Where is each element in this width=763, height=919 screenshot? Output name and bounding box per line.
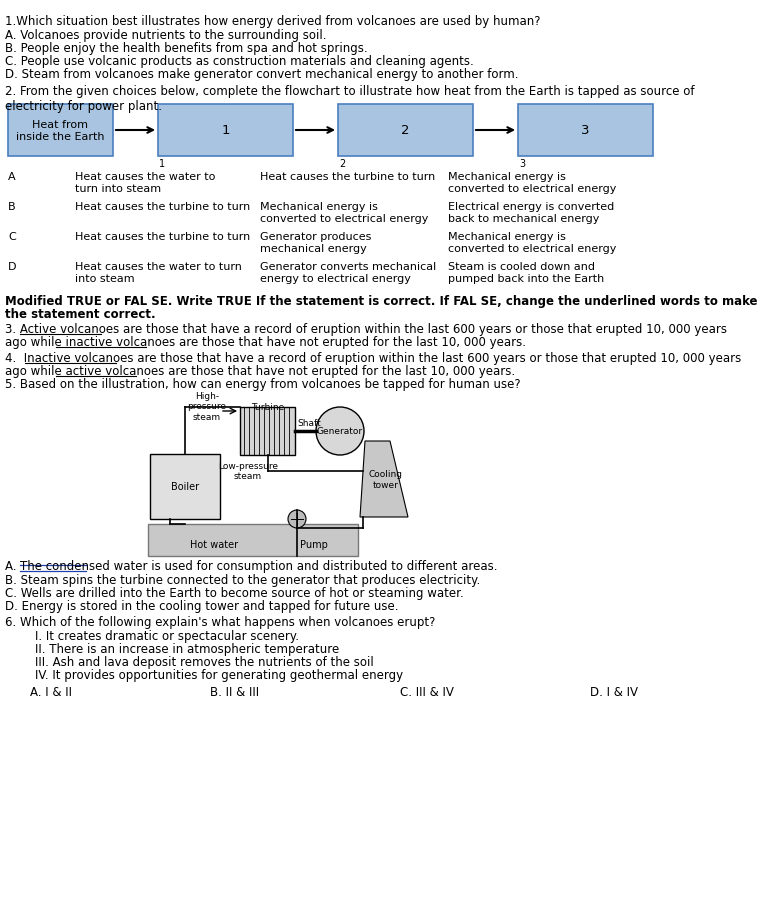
Text: Heat causes the water to
turn into steam: Heat causes the water to turn into steam	[75, 172, 215, 193]
Circle shape	[288, 510, 306, 528]
Text: Heat causes the turbine to turn: Heat causes the turbine to turn	[75, 202, 250, 211]
Text: D. Energy is stored in the cooling tower and tapped for future use.: D. Energy is stored in the cooling tower…	[5, 599, 398, 612]
Text: C. III & IV: C. III & IV	[400, 686, 454, 698]
Text: Generator converts mechanical
energy to electrical energy: Generator converts mechanical energy to …	[260, 262, 436, 283]
Text: High-
pressure
steam: High- pressure steam	[188, 391, 227, 421]
Text: A. I & II: A. I & II	[30, 686, 72, 698]
FancyBboxPatch shape	[150, 455, 220, 519]
Text: C: C	[8, 232, 16, 242]
Text: Hot water: Hot water	[190, 539, 238, 550]
Text: 3. Active volcanoes are those that have a record of eruption within the last 600: 3. Active volcanoes are those that have …	[5, 323, 727, 335]
Text: 2. From the given choices below, complete the flowchart to illustrate how heat f: 2. From the given choices below, complet…	[5, 85, 694, 113]
Text: Cooling
tower: Cooling tower	[369, 470, 403, 489]
Text: D. Steam from volcanoes make generator convert mechanical energy to another form: D. Steam from volcanoes make generator c…	[5, 68, 519, 81]
FancyBboxPatch shape	[240, 407, 295, 456]
Text: Heat causes the turbine to turn: Heat causes the turbine to turn	[260, 172, 435, 182]
Text: ago while inactive volcanoes are those that have not erupted for the last 10, 00: ago while inactive volcanoes are those t…	[5, 335, 526, 348]
Text: 1.Which situation best illustrates how energy derived from volcanoes are used by: 1.Which situation best illustrates how e…	[5, 15, 540, 28]
Text: Mechanical energy is
converted to electrical energy: Mechanical energy is converted to electr…	[448, 232, 617, 254]
Text: A: A	[8, 172, 15, 182]
Text: the statement correct.: the statement correct.	[5, 308, 156, 321]
Text: B. Steam spins the turbine connected to the generator that produces electricity.: B. Steam spins the turbine connected to …	[5, 573, 480, 586]
Circle shape	[316, 407, 364, 456]
Text: A.: A.	[5, 560, 21, 573]
Text: I. It creates dramatic or spectacular scenery.: I. It creates dramatic or spectacular sc…	[35, 630, 299, 642]
FancyBboxPatch shape	[8, 105, 113, 157]
Text: D. I & IV: D. I & IV	[590, 686, 638, 698]
Text: Heat from
inside the Earth: Heat from inside the Earth	[16, 120, 105, 142]
FancyBboxPatch shape	[148, 525, 358, 556]
Text: Electrical energy is converted
back to mechanical energy: Electrical energy is converted back to m…	[448, 202, 614, 223]
Text: Heat causes the turbine to turn: Heat causes the turbine to turn	[75, 232, 250, 242]
Text: C. People use volcanic products as construction materials and cleaning agents.: C. People use volcanic products as const…	[5, 55, 474, 68]
Text: Generator: Generator	[317, 427, 363, 436]
Text: 6. Which of the following explain's what happens when volcanoes erupt?: 6. Which of the following explain's what…	[5, 616, 436, 629]
Text: 1: 1	[221, 124, 230, 137]
Text: II. There is an increase in atmospheric temperature: II. There is an increase in atmospheric …	[35, 642, 340, 655]
Text: Turbine: Turbine	[251, 403, 284, 412]
Text: B. People enjoy the health benefits from spa and hot springs.: B. People enjoy the health benefits from…	[5, 42, 368, 55]
Text: ago while active volcanoes are those that have not erupted for the last 10, 000 : ago while active volcanoes are those tha…	[5, 365, 515, 378]
Text: 3: 3	[581, 124, 590, 137]
Text: D: D	[8, 262, 17, 272]
Text: Mechanical energy is
converted to electrical energy: Mechanical energy is converted to electr…	[260, 202, 428, 223]
Text: B: B	[8, 202, 15, 211]
Text: Steam is cooled down and
pumped back into the Earth: Steam is cooled down and pumped back int…	[448, 262, 604, 283]
FancyBboxPatch shape	[518, 105, 653, 157]
Text: A. Volcanoes provide nutrients to the surrounding soil.: A. Volcanoes provide nutrients to the su…	[5, 29, 327, 42]
Text: Pump: Pump	[300, 539, 328, 550]
Text: 5. Based on the illustration, how can energy from volcanoes be tapped for human : 5. Based on the illustration, how can en…	[5, 378, 520, 391]
Text: IV. It provides opportunities for generating geothermal energy: IV. It provides opportunities for genera…	[35, 668, 403, 681]
Text: Mechanical energy is
converted to electrical energy: Mechanical energy is converted to electr…	[448, 172, 617, 193]
Text: 2: 2	[401, 124, 410, 137]
Polygon shape	[360, 441, 408, 517]
Text: C. Wells are drilled into the Earth to become source of hot or steaming water.: C. Wells are drilled into the Earth to b…	[5, 586, 464, 599]
Text: 1: 1	[159, 159, 165, 169]
Text: Heat causes the water to turn
into steam: Heat causes the water to turn into steam	[75, 262, 242, 283]
Text: Boiler: Boiler	[171, 482, 199, 492]
Text: 4.  Inactive volcanoes are those that have a record of eruption within the last : 4. Inactive volcanoes are those that hav…	[5, 352, 741, 365]
Text: The condensed water is used for consumption and distributed to different areas.: The condensed water is used for consumpt…	[20, 560, 497, 573]
Text: B. II & III: B. II & III	[210, 686, 259, 698]
Text: Generator produces
mechanical energy: Generator produces mechanical energy	[260, 232, 372, 254]
FancyBboxPatch shape	[338, 105, 473, 157]
FancyBboxPatch shape	[158, 105, 293, 157]
Text: Shaft: Shaft	[297, 418, 320, 427]
Text: Low-pressure
steam: Low-pressure steam	[218, 461, 278, 481]
Text: 2: 2	[339, 159, 345, 169]
Text: Modified TRUE or FAL SE. Write TRUE If the statement is correct. If FAL SE, chan: Modified TRUE or FAL SE. Write TRUE If t…	[5, 295, 758, 308]
Text: III. Ash and lava deposit removes the nutrients of the soil: III. Ash and lava deposit removes the nu…	[35, 655, 374, 668]
Text: 3: 3	[519, 159, 525, 169]
